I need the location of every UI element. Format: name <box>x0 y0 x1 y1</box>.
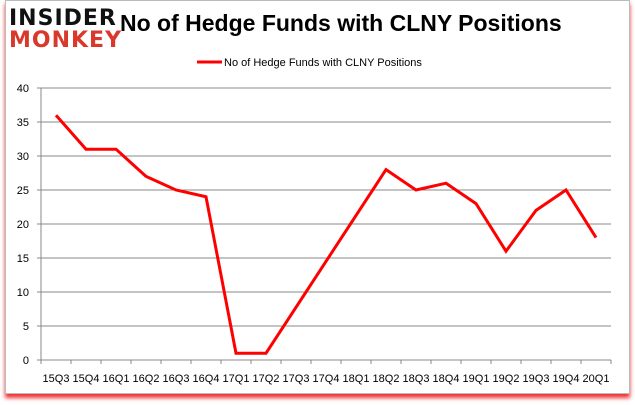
x-tick-label: 19Q4 <box>553 373 580 385</box>
logo-line2: MONKEY <box>9 28 123 53</box>
x-tick-label: 18Q3 <box>403 373 430 385</box>
x-tick-label: 17Q2 <box>253 373 280 385</box>
x-tick-label: 16Q2 <box>133 373 160 385</box>
y-tick-label: 35 <box>17 117 29 129</box>
x-tick-label: 19Q1 <box>463 373 490 385</box>
y-tick-label: 20 <box>17 219 29 231</box>
legend-label: No of Hedge Funds with CLNY Positions <box>224 57 422 69</box>
chart-frame <box>5 0 630 394</box>
y-tick-label: 0 <box>23 355 29 367</box>
x-tick-label: 17Q1 <box>223 373 250 385</box>
y-tick-label: 30 <box>17 151 29 163</box>
x-tick-label: 15Q3 <box>43 373 70 385</box>
series-line <box>54 114 598 355</box>
x-tick-label: 20Q1 <box>583 373 610 385</box>
y-tick-label: 10 <box>17 287 29 299</box>
x-tick-label: 16Q4 <box>193 373 220 385</box>
x-tick-label: 18Q4 <box>433 373 460 385</box>
x-tick-label: 16Q1 <box>103 373 130 385</box>
logo-line1: INSIDER <box>9 6 117 31</box>
x-tick-label: 18Q1 <box>343 373 370 385</box>
x-tick-label: 18Q2 <box>373 373 400 385</box>
x-tick-label: 17Q4 <box>313 373 340 385</box>
y-tick-label: 40 <box>17 83 29 95</box>
x-tick-label: 19Q3 <box>523 373 550 385</box>
y-tick-label: 15 <box>17 253 29 265</box>
chart-title: No of Hedge Funds with CLNY Positions <box>120 10 562 36</box>
x-tick-label: 17Q3 <box>283 373 310 385</box>
x-tick-label: 19Q2 <box>493 373 520 385</box>
y-tick-label: 5 <box>23 321 29 333</box>
x-tick-label: 16Q3 <box>163 373 190 385</box>
x-tick-label: 15Q4 <box>73 373 100 385</box>
insider-monkey-logo: INSIDER MONKEY <box>9 8 122 52</box>
y-tick-label: 25 <box>17 185 29 197</box>
